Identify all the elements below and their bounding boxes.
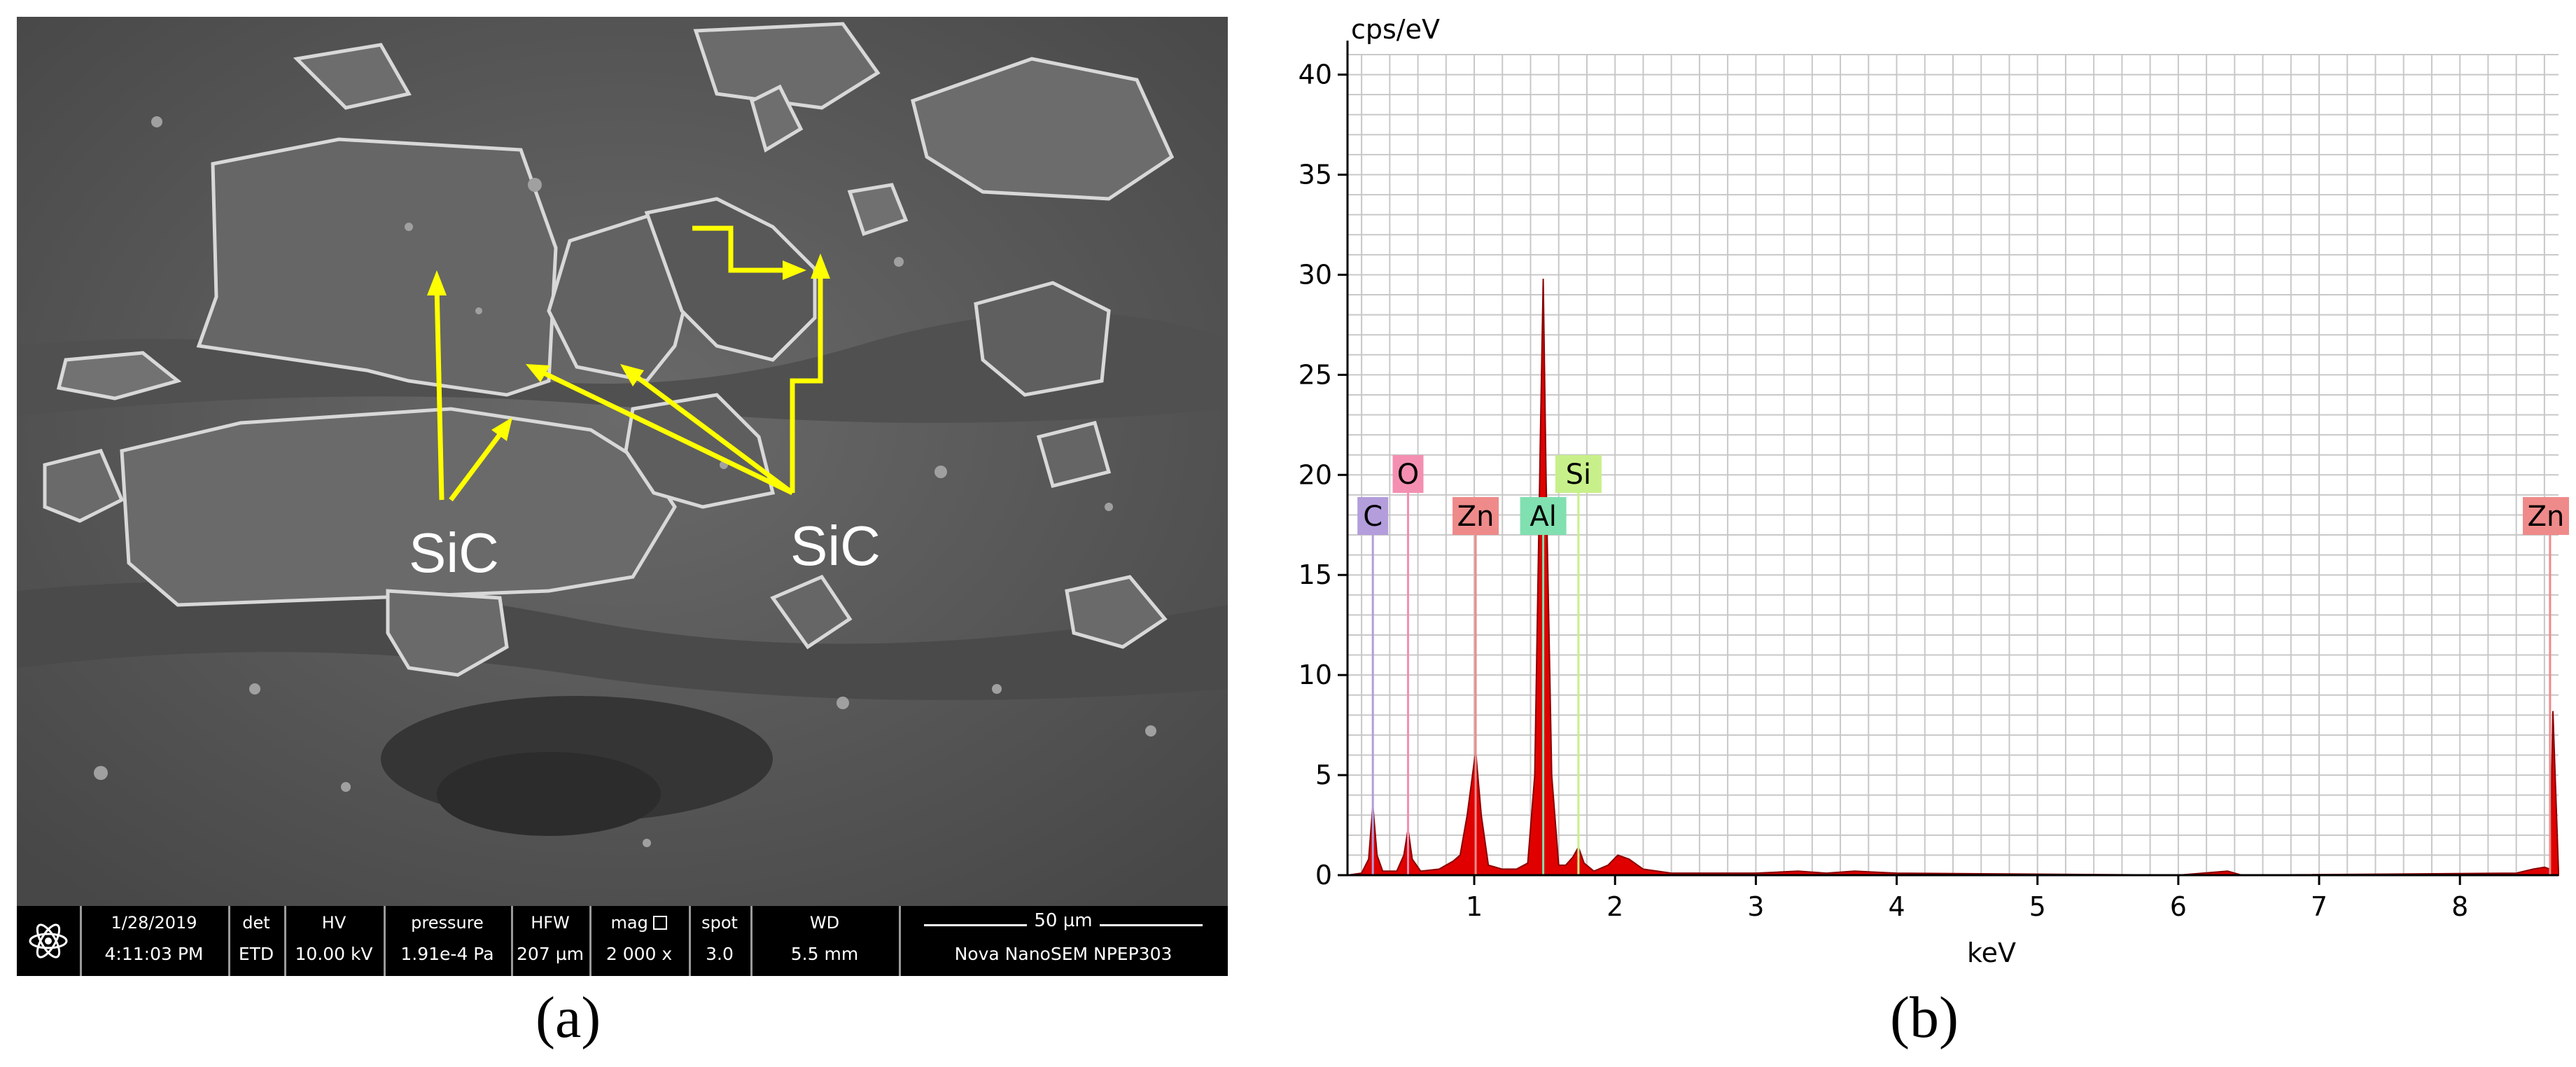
arrow-heads [427, 253, 830, 441]
databar-hfw: HFW 207 µm [511, 906, 592, 976]
databar-detector: det ETD [228, 906, 286, 976]
databar-det-value: ETD [238, 944, 274, 964]
sic-label-right: SiC [790, 515, 881, 577]
x-tick-label: 8 [2451, 891, 2468, 922]
sic-label-left: SiC [409, 522, 499, 584]
databar-mag-value: 2 000 x [606, 944, 673, 964]
y-tick-label: 5 [1315, 760, 1332, 790]
scale-bar-label: 50 µm [1027, 910, 1100, 931]
element-marker-label: O [1397, 459, 1419, 491]
y-tick-label: 40 [1298, 60, 1332, 90]
element-marker-label: Si [1566, 459, 1592, 491]
y-tick-label: 25 [1298, 359, 1332, 390]
y-tick-label: 30 [1298, 259, 1332, 290]
databar-datetime: 1/28/2019 4:11:03 PM [80, 906, 230, 976]
chart-axes [1338, 41, 2558, 885]
databar-scale: 50 µm Nova NanoSEM NPEP303 [899, 906, 1228, 976]
x-tick-label: 6 [2170, 891, 2187, 922]
databar-mag: mag 2 000 x [589, 906, 691, 976]
databar-pressure-header: pressure [411, 913, 484, 933]
element-marker-label: C [1363, 501, 1382, 533]
databar-time: 4:11:03 PM [104, 944, 204, 964]
databar-wd: WD 5.5 mm [750, 906, 901, 976]
element-marker-box [1392, 455, 1424, 493]
x-tick-label: 2 [1606, 891, 1623, 922]
annotation-arrows [434, 225, 823, 502]
x-tick-label: 4 [1888, 891, 1905, 922]
y-tick-label: 20 [1298, 459, 1332, 490]
caption-a: (a) [536, 985, 601, 1050]
y-tick-label: 10 [1298, 660, 1332, 690]
databar-spot: spot 3.0 [689, 906, 752, 976]
databar-hv-header: HV [321, 913, 346, 933]
element-marker-label: Al [1530, 501, 1556, 533]
element-marker-label: Zn [1457, 501, 1494, 533]
y-tick-label: 35 [1298, 160, 1332, 190]
debris-specks [94, 116, 1156, 847]
element-marker-box [1357, 497, 1389, 535]
databar-wd-value: 5.5 mm [790, 944, 859, 964]
spectrum-series [1347, 279, 2559, 877]
element-markers: CO Zn Al Si Zn [1357, 455, 2569, 875]
databar-pressure: pressure 1.91e-4 Pa [384, 906, 513, 976]
eds-spectrum-chart: CO Zn Al Si Zn 1 2 3 4 5 6 7 8 0 5 10 15 20 25 30 35 40 cps/… [1298, 14, 2569, 968]
caption-b: (b) [1890, 985, 1959, 1050]
element-marker-box [1555, 455, 1602, 493]
element-marker-box [1452, 497, 1499, 535]
spectrum-area [1347, 279, 2559, 877]
databar-mag-header: mag [610, 913, 648, 933]
x-tick-label: 1 [1466, 891, 1483, 922]
databar-hfw-header: HFW [531, 913, 570, 933]
databar-instrument: Nova NanoSEM NPEP303 [954, 944, 1172, 964]
fei-logo-icon [17, 906, 82, 976]
x-axis-label: keV [1967, 937, 2016, 968]
sem-micrograph-image [17, 17, 1228, 906]
x-tick-label: 5 [2029, 891, 2046, 922]
databar-spot-value: 3.0 [706, 944, 734, 964]
element-marker-label: Zn [2528, 501, 2565, 533]
sic-particles [43, 22, 1175, 677]
databar-pressure-value: 1.91e-4 Pa [400, 944, 494, 964]
tick-labels: 1 2 3 4 5 6 7 8 0 5 10 15 20 25 30 35 40 [1298, 60, 2469, 922]
databar-hv: HV 10.00 kV [284, 906, 386, 976]
sem-micrograph-panel: SiC SiC 1/28/2019 4:11:03 PM det ETD HV … [17, 17, 1228, 976]
chart-grid [1348, 54, 2558, 876]
databar-spot-header: spot [701, 913, 738, 933]
databar-wd-header: WD [809, 913, 840, 933]
element-marker-box [2523, 497, 2569, 535]
databar-hv-value: 10.00 kV [295, 944, 373, 964]
databar-det-header: det [242, 913, 270, 933]
y-axis-label: cps/eV [1351, 14, 1440, 45]
x-tick-label: 7 [2311, 891, 2328, 922]
x-tick-label: 3 [1747, 891, 1764, 922]
databar-date: 1/28/2019 [111, 913, 197, 933]
y-tick-label: 0 [1315, 860, 1332, 891]
element-marker-box [1520, 497, 1567, 535]
databar-hfw-value: 207 µm [517, 944, 584, 964]
y-tick-label: 15 [1298, 559, 1332, 590]
square-icon [653, 916, 668, 930]
sem-databar: 1/28/2019 4:11:03 PM det ETD HV 10.00 kV… [17, 906, 1228, 976]
